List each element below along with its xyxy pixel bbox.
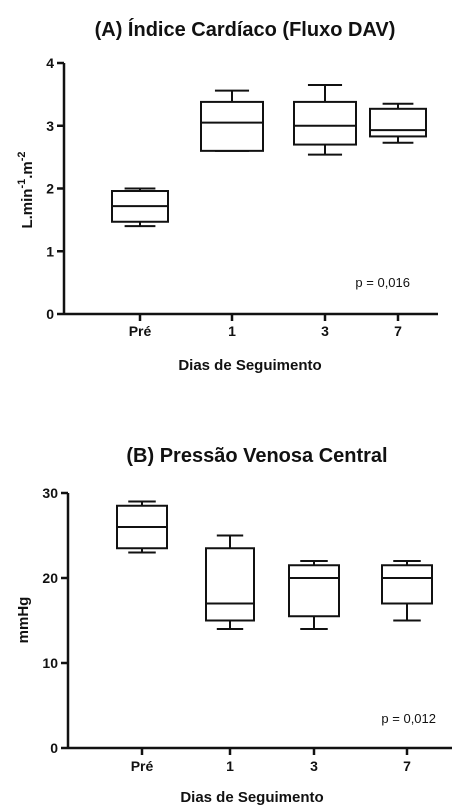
panel-b-x-tick-label: 1 (226, 758, 234, 774)
panel-a-y-axis-label: L.min-1.m-2 (16, 151, 36, 228)
panel-a-x-axis-label: Dias de Seguimento (178, 357, 321, 374)
panel-b-central-venous-pressure: (B) Pressão Venosa Central mmHg Dias de … (15, 445, 452, 806)
panel-a-x-tick-label: 7 (394, 323, 402, 339)
box-iqr (293, 100, 357, 146)
panel-b-y-tick-label: 0 (50, 740, 58, 756)
box-iqr (288, 564, 340, 618)
panel-a-y-tick-label: 4 (46, 55, 54, 71)
panel-b-x-tick-label: 3 (310, 758, 318, 774)
box-iqr (369, 107, 427, 138)
panel-b-plot-area: 0 10 20 30 Pré 1 3 7 (42, 485, 452, 774)
box-iqr (381, 564, 433, 605)
panel-a-cardiac-index: (A) Índice Cardíaco (Fluxo DAV) L.min-1.… (16, 18, 438, 374)
panel-b-x-tick-label: 7 (403, 758, 411, 774)
panel-b-title: (B) Pressão Venosa Central (126, 445, 387, 467)
panel-b-x-tick-label: Pré (131, 758, 154, 774)
panel-b-box-2 (288, 560, 340, 630)
box-iqr (200, 100, 264, 152)
panel-a-box-0 (111, 187, 169, 228)
panel-b-y-tick-label: 30 (42, 485, 58, 501)
panel-a-y-tick-label: 2 (46, 181, 54, 197)
panel-b-p-value: p = 0,012 (381, 711, 436, 726)
panel-a-y-tick-label: 3 (46, 118, 54, 134)
panel-a-box-1 (200, 89, 264, 152)
panel-a-plot-area: 0 1 2 3 4 Pré 1 3 7 (46, 55, 438, 339)
panel-a-x-tick-label: 3 (321, 323, 329, 339)
panel-b-y-axis-label: mmHg (15, 597, 32, 644)
panel-b-box-0 (116, 500, 168, 554)
panel-a-y-tick-label: 0 (46, 306, 54, 322)
panel-b-box-3 (381, 560, 433, 622)
panel-b-box-1 (205, 534, 255, 630)
panel-b-y-tick-label: 20 (42, 570, 58, 586)
panel-b-y-tick-label: 10 (42, 655, 58, 671)
panel-a-x-tick-label: 1 (228, 323, 236, 339)
box-iqr (205, 547, 255, 622)
panel-a-title: (A) Índice Cardíaco (Fluxo DAV) (95, 18, 396, 41)
panel-a-p-value: p = 0,016 (355, 275, 410, 290)
panel-a-box-3 (369, 102, 427, 144)
panel-a-x-tick-label: Pré (129, 323, 152, 339)
panel-a-box-2 (293, 83, 357, 156)
panel-b-x-axis-label: Dias de Seguimento (180, 789, 323, 806)
panel-a-y-tick-label: 1 (46, 243, 54, 259)
